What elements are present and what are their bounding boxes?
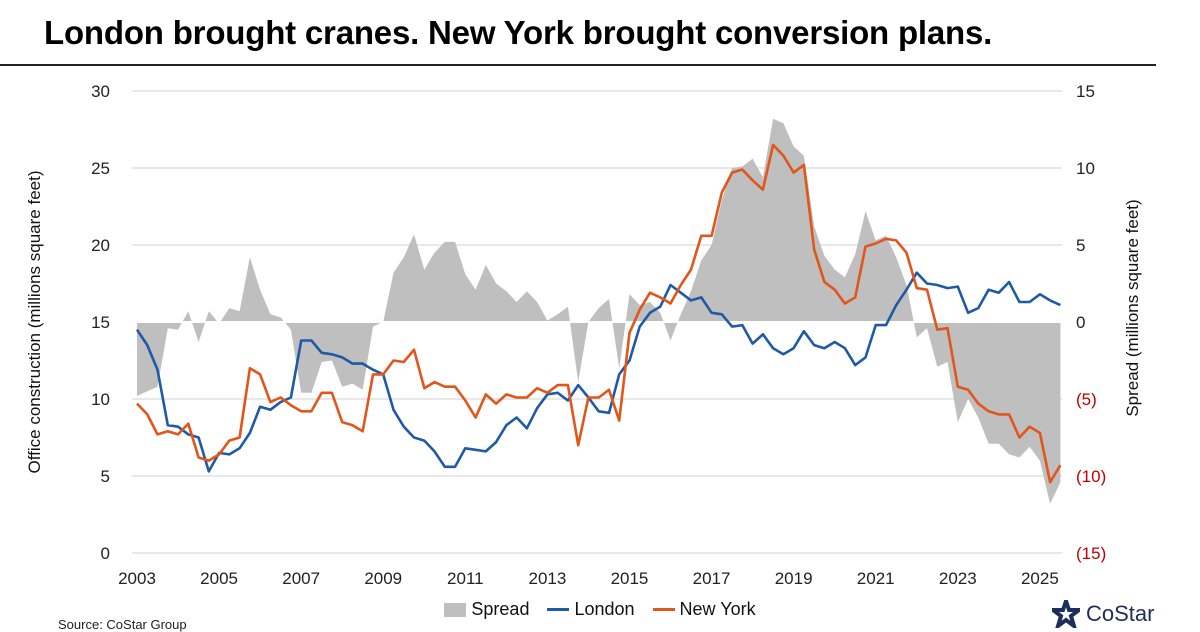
x-tick: 2011 bbox=[447, 569, 484, 588]
x-tick: 2005 bbox=[200, 569, 238, 588]
y-tick-left: 0 bbox=[101, 544, 110, 563]
legend-item-spread: Spread bbox=[444, 599, 529, 620]
legend-swatch-new-york bbox=[652, 608, 675, 611]
y-tick-right: (15) bbox=[1076, 544, 1106, 563]
x-tick: 2003 bbox=[118, 569, 156, 588]
x-tick: 2017 bbox=[693, 569, 731, 588]
x-tick: 2007 bbox=[282, 569, 320, 588]
x-tick: 2021 bbox=[857, 569, 895, 588]
legend-label-spread: Spread bbox=[471, 599, 530, 619]
y-tick-right: (5) bbox=[1076, 390, 1097, 409]
chart-title: London brought cranes. New York brought … bbox=[44, 14, 993, 51]
x-tick: 2023 bbox=[939, 569, 977, 588]
y-tick-right: (10) bbox=[1076, 467, 1106, 486]
x-tick: 2013 bbox=[528, 569, 566, 588]
legend-label-new-york: New York bbox=[679, 599, 756, 619]
x-tick: 2025 bbox=[1021, 569, 1059, 588]
costar-logo: CoStar bbox=[1052, 600, 1154, 628]
series-line-new-york bbox=[136, 143, 1062, 484]
y-tick-left: 15 bbox=[91, 313, 110, 332]
y-tick-right: 0 bbox=[1076, 313, 1085, 332]
y-tick-left: 5 bbox=[101, 467, 110, 486]
x-tick: 2015 bbox=[611, 569, 649, 588]
y-tick-left: 30 bbox=[91, 82, 110, 101]
legend-label-london: London bbox=[574, 599, 635, 619]
costar-logo-text: CoStar bbox=[1086, 601, 1155, 626]
y-tick-right: 10 bbox=[1076, 159, 1095, 178]
y-tick-left: 25 bbox=[91, 159, 110, 178]
y-tick-right: 5 bbox=[1076, 236, 1085, 255]
y-tick-right: 15 bbox=[1076, 82, 1095, 101]
legend: Spread London New York bbox=[0, 599, 1200, 620]
y-axis-title-right: Spread (millions square feet) bbox=[1123, 199, 1142, 416]
series-line-london bbox=[135, 271, 1061, 473]
legend-swatch-london bbox=[547, 608, 570, 611]
x-tick: 2019 bbox=[775, 569, 813, 588]
y-tick-left: 10 bbox=[91, 390, 110, 409]
legend-item-london: London bbox=[547, 599, 635, 620]
x-tick: 2009 bbox=[364, 569, 402, 588]
spread-area bbox=[137, 118, 1061, 504]
y-tick-left: 20 bbox=[91, 236, 110, 255]
costar-star-icon bbox=[1052, 600, 1080, 628]
source-note: Source: CoStar Group bbox=[58, 617, 187, 632]
legend-item-new-york: New York bbox=[652, 599, 756, 620]
y-axis-title-left: Office construction (millions square fee… bbox=[25, 171, 44, 474]
legend-swatch-spread bbox=[444, 602, 467, 617]
title-divider bbox=[0, 64, 1156, 66]
